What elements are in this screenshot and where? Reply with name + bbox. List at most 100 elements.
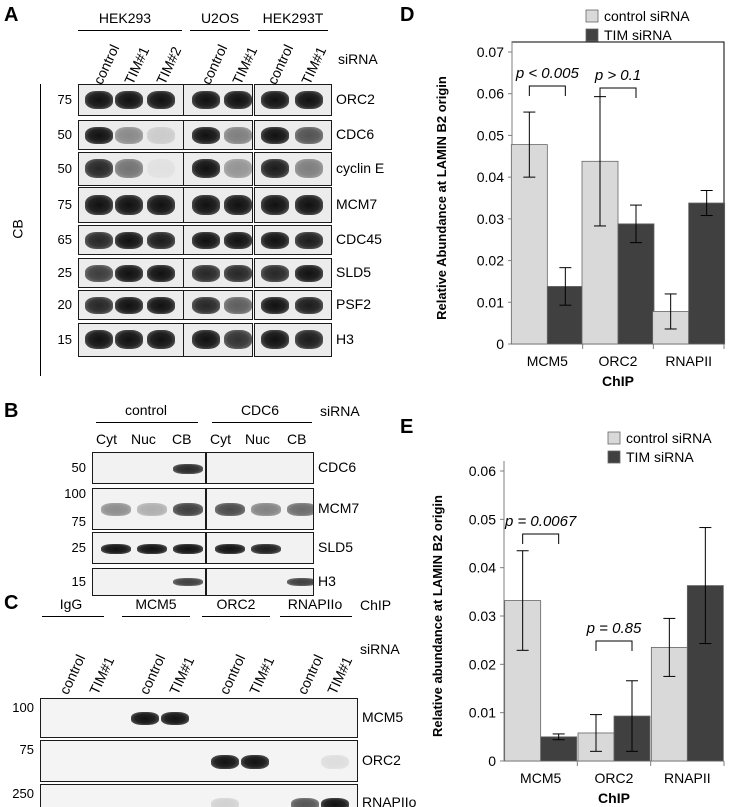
protein-label: H3 — [336, 331, 354, 347]
legend-entry: control siRNA — [604, 8, 690, 24]
band — [85, 127, 113, 144]
blot-box — [78, 187, 184, 223]
band — [224, 159, 252, 178]
protein-label: CDC6 — [336, 126, 375, 142]
lane-label: control — [90, 41, 123, 87]
blot-box — [92, 568, 206, 596]
band — [224, 232, 252, 249]
protein-label: PSF2 — [336, 296, 372, 312]
band — [131, 712, 159, 725]
band — [192, 330, 220, 349]
band — [147, 232, 175, 249]
protein-label: MCM5 — [362, 709, 404, 725]
legend-swatch — [607, 431, 621, 445]
protein-label: H3 — [318, 573, 336, 589]
band — [147, 127, 175, 144]
band — [321, 755, 349, 769]
blot-box — [183, 84, 253, 116]
y-tick-label: 0.01 — [477, 294, 504, 310]
chip-group-mcm5: MCM5 — [135, 596, 177, 612]
y-tick-label: 0.04 — [477, 169, 504, 185]
panel-d-letter: D — [400, 4, 415, 26]
divider — [258, 30, 328, 31]
band — [192, 91, 220, 109]
protein-label: ORC2 — [362, 752, 401, 768]
x-tick-label: MCM5 — [527, 353, 568, 369]
group-cdc6: CDC6 — [240, 402, 280, 418]
lane-label: TIM#1 — [166, 654, 198, 697]
legend-swatch — [585, 9, 599, 23]
band — [295, 195, 323, 215]
mw-marker: 100 — [12, 700, 34, 715]
cb-label: CB — [9, 219, 26, 239]
blot-box — [206, 488, 314, 530]
lane-label: Cyt — [96, 431, 117, 447]
chart-d: 0 0.01 0.02 0.03 0.04 0.05 0.06 0.07 MCM5 ORC2 RNA… — [434, 8, 726, 389]
blot-box — [254, 152, 332, 186]
lane-label: TIM#2 — [153, 44, 185, 87]
band — [147, 195, 175, 215]
lane-label: control — [264, 41, 297, 87]
band — [224, 297, 252, 314]
blot-box — [183, 258, 253, 288]
band — [137, 544, 167, 554]
cell-line-hek293t: HEK293T — [262, 10, 324, 26]
band — [295, 232, 323, 249]
blot-box — [254, 323, 332, 357]
band — [85, 297, 113, 314]
blot-box — [183, 187, 253, 223]
y-tick-label: 0.02 — [477, 253, 504, 269]
band — [251, 503, 281, 516]
y-tick-label: 0.01 — [469, 705, 496, 721]
band — [192, 297, 220, 314]
y-tick-label: 0.05 — [469, 511, 496, 527]
band — [251, 544, 281, 554]
band — [261, 330, 289, 349]
y-axis-label: Relative abundance at LAMIN B2 origin — [430, 495, 445, 737]
mw-marker: 100 — [64, 486, 86, 501]
band — [85, 265, 113, 282]
chip-group-rnapiio: RNAPIIo — [287, 596, 343, 612]
protein-label: MCM7 — [318, 500, 360, 516]
lane-label: Cyt — [210, 431, 231, 447]
x-tick-label: ORC2 — [599, 353, 638, 369]
band — [101, 544, 131, 554]
blot-box — [206, 452, 314, 484]
divider — [202, 616, 270, 617]
mw-marker: 15 — [57, 332, 72, 347]
y-tick-label: 0.03 — [477, 211, 504, 227]
mw-marker: 15 — [71, 574, 86, 589]
blot-box — [254, 258, 332, 288]
mw-marker: 50 — [71, 460, 86, 475]
band — [295, 297, 323, 314]
protein-label: cyclin E — [336, 160, 385, 176]
blot-box — [92, 488, 206, 530]
panel-e-letter: E — [400, 416, 414, 438]
lane-label: TIM#1 — [246, 654, 278, 697]
chart-e: 0 0.01 0.02 0.03 0.04 0.05 0.06 MCM5 ORC2 RNAPII p… — [430, 430, 725, 806]
group-control: control — [124, 402, 168, 418]
mw-marker: 75 — [71, 514, 86, 529]
blot-box — [92, 452, 206, 484]
lane-label: TIM#1 — [229, 44, 261, 87]
blot-box — [78, 225, 184, 255]
band — [147, 330, 175, 349]
lane-label: TIM#1 — [121, 44, 153, 87]
band — [295, 330, 323, 349]
protein-label: CDC6 — [318, 459, 357, 475]
band — [85, 91, 113, 109]
mw-marker: 250 — [12, 786, 34, 801]
lane-label: control — [56, 651, 89, 697]
blot-box — [40, 698, 358, 738]
p-value-label: p = 0.0067 — [504, 513, 577, 530]
divider — [212, 422, 312, 423]
band — [291, 798, 319, 807]
blot-box — [183, 120, 253, 150]
chip-group-igg: IgG — [59, 596, 83, 612]
mw-marker: 75 — [57, 197, 72, 212]
band — [261, 159, 289, 178]
band — [224, 265, 252, 282]
lane-label: Nuc — [245, 431, 270, 447]
lane-label: Nuc — [131, 431, 156, 447]
lane-label: control — [198, 41, 231, 87]
